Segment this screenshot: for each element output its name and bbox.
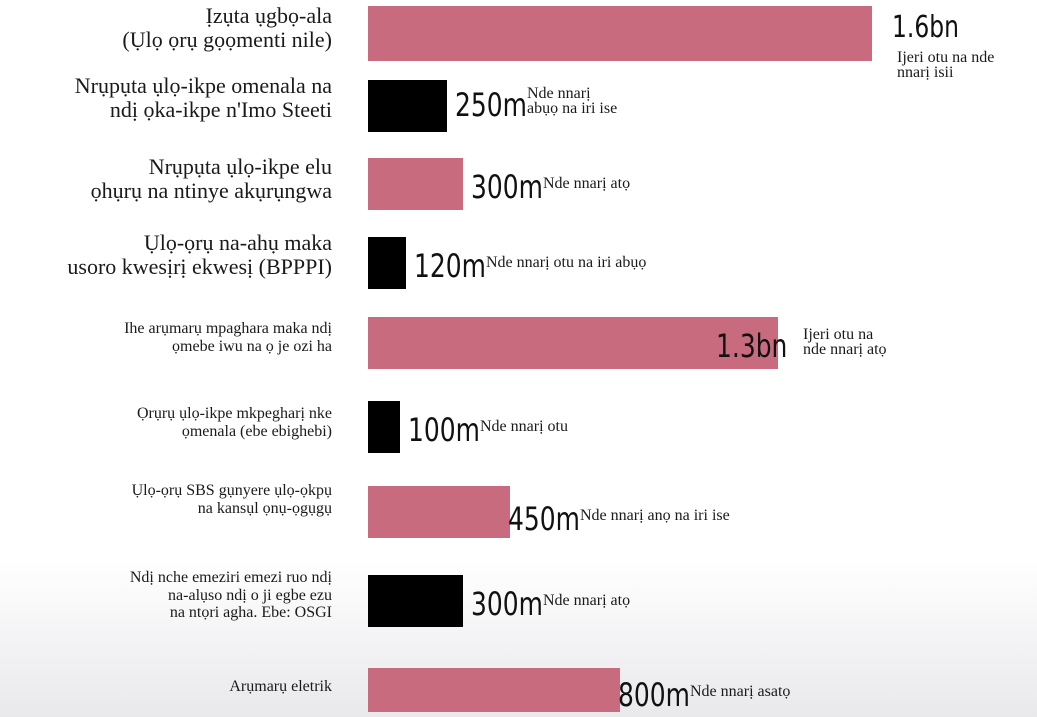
- value-label: 250m: [455, 86, 527, 124]
- bar: [368, 80, 447, 132]
- value-label: 300m: [471, 168, 543, 206]
- bar: [368, 6, 872, 61]
- category-label: Ihe arụmarụ mpaghara maka ndị ọmebe iwu …: [124, 320, 332, 355]
- category-label: Ndị nche emeziri emezi ruo ndị na-alụso …: [129, 569, 332, 622]
- value-label: 1.6bn: [892, 10, 959, 45]
- value-label: 100m: [408, 411, 480, 449]
- value-label: 450m: [508, 500, 580, 538]
- value-label: 300m: [471, 585, 543, 623]
- category-label: Ọrụrụ ụlọ-ikpe mkpegharị nke ọmenala (eb…: [136, 405, 332, 440]
- category-label: Nrụpụta ụlọ-ikpe omenala na ndị ọka-ikpe…: [74, 73, 332, 123]
- value-note: Ijeri otu na nde nnarị isii: [897, 49, 995, 82]
- value-note: Nde nnarị otu na iri abụọ: [486, 254, 647, 271]
- bar: [368, 575, 463, 627]
- value-note: Nde nnarị asatọ: [690, 683, 791, 700]
- bar: [368, 158, 463, 210]
- bar: [368, 317, 778, 369]
- value-note: Nde nnarị atọ: [543, 592, 631, 609]
- bar: [368, 401, 400, 453]
- value-label: 120m: [414, 247, 486, 285]
- category-label: Nrụpụta ụlọ-ikpe elu ọhụrụ na ntinye akụ…: [90, 154, 332, 204]
- value-label: 800m: [618, 676, 690, 714]
- value-note: Nde nnarị abụọ na iri ise: [527, 85, 618, 118]
- category-label: Ịzụta ụgbọ-ala (Ụlọ ọrụ gọọmenti nile): [122, 3, 332, 53]
- value-label: 1.3bn: [716, 327, 788, 365]
- bar: [368, 668, 620, 712]
- value-note: Nde nnarị anọ na iri ise: [580, 507, 730, 524]
- value-note: Nde nnarị otu: [480, 418, 568, 435]
- value-note: Ijeri otu na nde nnarị atọ: [803, 326, 887, 359]
- value-note: Nde nnarị atọ: [543, 175, 631, 192]
- category-label: Ụlọ-ọrụ SBS gụnyere ụlọ-ọkpụ na kansụl ọ…: [131, 482, 332, 517]
- category-label: Ụlọ-ọrụ na-ahụ maka usoro kwesịrị ekwesị…: [67, 230, 332, 280]
- category-label: Arụmarụ eletrik: [229, 678, 332, 695]
- bar: [368, 486, 510, 538]
- bar: [368, 237, 406, 289]
